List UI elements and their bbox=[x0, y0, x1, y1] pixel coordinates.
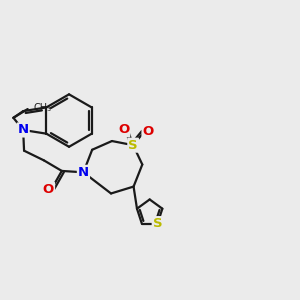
Text: CH₃: CH₃ bbox=[34, 103, 52, 113]
Text: N: N bbox=[78, 166, 89, 179]
Text: N: N bbox=[18, 124, 29, 136]
Text: S: S bbox=[128, 139, 138, 152]
Text: O: O bbox=[142, 125, 154, 138]
Text: O: O bbox=[118, 123, 129, 136]
Text: O: O bbox=[43, 183, 54, 196]
Text: S: S bbox=[153, 217, 162, 230]
